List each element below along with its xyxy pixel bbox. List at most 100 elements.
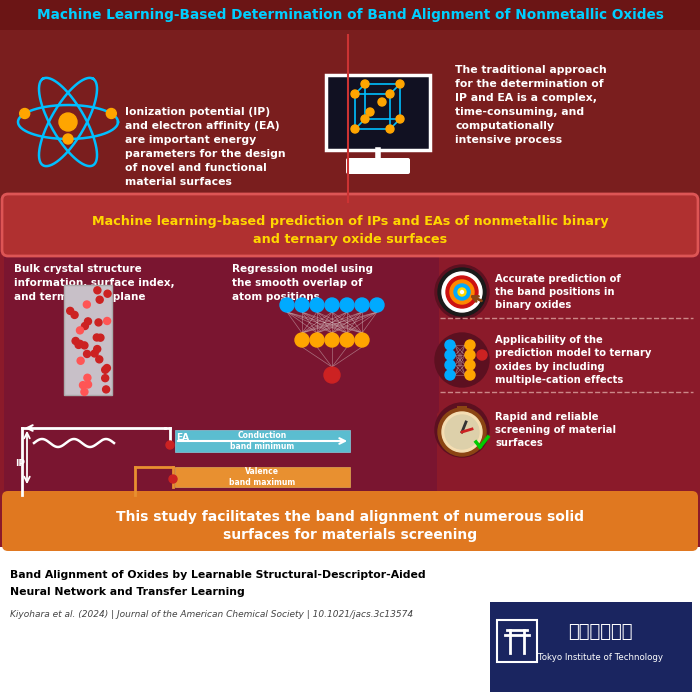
Circle shape <box>446 276 478 308</box>
Text: Applicability of the
prediction model to ternary
oxides by including
multiple-ca: Applicability of the prediction model to… <box>495 335 652 385</box>
Circle shape <box>102 366 108 373</box>
Circle shape <box>386 125 394 133</box>
Text: Machine learning-based prediction of IPs and EAs of nonmetallic binary: Machine learning-based prediction of IPs… <box>92 216 608 228</box>
Circle shape <box>386 90 394 98</box>
Circle shape <box>435 333 489 387</box>
Circle shape <box>103 386 110 393</box>
FancyBboxPatch shape <box>2 491 698 551</box>
Circle shape <box>355 333 369 347</box>
Circle shape <box>445 340 455 350</box>
FancyBboxPatch shape <box>175 467 350 487</box>
FancyBboxPatch shape <box>2 194 698 256</box>
Circle shape <box>378 98 386 106</box>
Circle shape <box>370 298 384 312</box>
Circle shape <box>72 337 79 344</box>
Circle shape <box>295 298 309 312</box>
Circle shape <box>83 301 90 308</box>
Text: IP: IP <box>15 458 25 468</box>
Circle shape <box>442 412 482 452</box>
Text: Band Alignment of Oxides by Learnable Structural-Descriptor-Aided: Band Alignment of Oxides by Learnable St… <box>10 570 426 580</box>
FancyBboxPatch shape <box>490 602 692 692</box>
Circle shape <box>325 333 339 347</box>
Circle shape <box>102 374 108 382</box>
Circle shape <box>66 307 74 314</box>
Circle shape <box>76 340 83 347</box>
Circle shape <box>361 115 369 123</box>
Circle shape <box>81 389 88 396</box>
Circle shape <box>445 370 455 380</box>
Circle shape <box>450 280 474 304</box>
Circle shape <box>59 113 77 131</box>
Circle shape <box>445 350 455 360</box>
Circle shape <box>71 312 78 318</box>
Circle shape <box>461 290 463 293</box>
FancyBboxPatch shape <box>0 30 700 210</box>
Circle shape <box>95 319 102 326</box>
Circle shape <box>310 298 324 312</box>
Circle shape <box>81 342 88 349</box>
Text: Valence
band maximum: Valence band maximum <box>229 467 295 487</box>
Circle shape <box>83 351 90 358</box>
Text: Neural Network and Transfer Learning: Neural Network and Transfer Learning <box>10 587 245 597</box>
Circle shape <box>445 360 455 370</box>
Circle shape <box>477 350 487 360</box>
Circle shape <box>166 441 174 449</box>
Circle shape <box>91 350 98 357</box>
Text: and ternary oxide surfaces: and ternary oxide surfaces <box>253 232 447 246</box>
Circle shape <box>75 342 82 349</box>
Circle shape <box>84 374 91 382</box>
Circle shape <box>325 298 339 312</box>
Circle shape <box>340 298 354 312</box>
FancyBboxPatch shape <box>457 406 467 413</box>
FancyBboxPatch shape <box>4 254 222 414</box>
FancyBboxPatch shape <box>221 254 439 414</box>
Circle shape <box>96 296 103 303</box>
Circle shape <box>85 318 92 325</box>
Circle shape <box>355 298 369 312</box>
Text: Bulk crystal structure
information, surface index,
and termination plane: Bulk crystal structure information, surf… <box>14 264 174 302</box>
Text: Accurate prediction of
the band positions in
binary oxides: Accurate prediction of the band position… <box>495 274 621 310</box>
Text: Machine Learning-Based Determination of Band Alignment of Nonmetallic Oxides: Machine Learning-Based Determination of … <box>36 8 664 22</box>
Circle shape <box>396 115 404 123</box>
Circle shape <box>280 298 294 312</box>
Circle shape <box>366 108 374 116</box>
Circle shape <box>442 272 482 312</box>
Circle shape <box>80 382 87 388</box>
Circle shape <box>104 290 111 298</box>
Circle shape <box>351 90 359 98</box>
Text: 東京工業大学: 東京工業大学 <box>568 623 632 641</box>
Circle shape <box>438 268 486 316</box>
Circle shape <box>396 80 404 88</box>
Text: The traditional approach
for the determination of
IP and EA is a complex,
time-c: The traditional approach for the determi… <box>455 65 607 145</box>
FancyBboxPatch shape <box>175 430 350 452</box>
Text: Ionization potential (IP)
and electron affinity (EA)
are important energy
parame: Ionization potential (IP) and electron a… <box>125 107 286 187</box>
Text: Tokyo Institute of Technology: Tokyo Institute of Technology <box>538 654 662 662</box>
Circle shape <box>20 108 29 118</box>
Circle shape <box>76 327 83 334</box>
Circle shape <box>106 108 116 118</box>
Circle shape <box>310 333 324 347</box>
Text: Conduction
band minimum: Conduction band minimum <box>230 431 294 451</box>
Circle shape <box>324 367 340 383</box>
Circle shape <box>445 415 479 449</box>
Circle shape <box>340 333 354 347</box>
FancyBboxPatch shape <box>0 0 700 30</box>
Circle shape <box>77 357 84 364</box>
Circle shape <box>104 365 111 372</box>
Circle shape <box>97 334 104 341</box>
Circle shape <box>351 125 359 133</box>
Circle shape <box>295 333 309 347</box>
Circle shape <box>63 134 73 144</box>
Circle shape <box>435 403 489 457</box>
Text: Kiyohara et al. (2024) | Journal of the American Chemical Society | 10.1021/jacs: Kiyohara et al. (2024) | Journal of the … <box>10 610 413 619</box>
Circle shape <box>438 408 486 456</box>
Circle shape <box>81 323 88 330</box>
Text: EA: EA <box>176 433 189 442</box>
Circle shape <box>361 80 369 88</box>
Circle shape <box>435 265 489 319</box>
Circle shape <box>454 284 470 300</box>
FancyBboxPatch shape <box>0 547 700 700</box>
Circle shape <box>465 370 475 380</box>
Text: surfaces for materials screening: surfaces for materials screening <box>223 528 477 542</box>
Circle shape <box>104 318 111 325</box>
